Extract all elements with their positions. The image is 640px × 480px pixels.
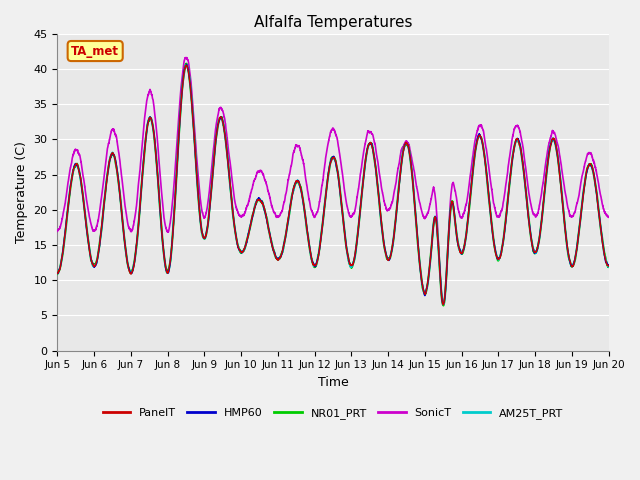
AM25T_PRT [54, 271, 61, 276]
PanelT [183, 62, 191, 68]
SonicT [472, 132, 480, 138]
AM25T_PRT [605, 264, 612, 269]
PanelT [241, 245, 248, 251]
SonicT [439, 302, 447, 308]
AM25T_PRT [457, 250, 465, 256]
NR01_PRT [575, 229, 582, 235]
Title: Alfalfa Temperatures: Alfalfa Temperatures [254, 15, 412, 30]
AM25T_PRT [440, 301, 447, 307]
HMP60 [582, 175, 589, 180]
HMP60 [241, 245, 248, 251]
HMP60 [440, 301, 447, 307]
Text: TA_met: TA_met [71, 45, 119, 58]
Y-axis label: Temperature (C): Temperature (C) [15, 141, 28, 243]
X-axis label: Time: Time [317, 376, 348, 389]
SonicT [182, 55, 190, 60]
HMP60 [605, 263, 612, 268]
HMP60 [457, 249, 465, 254]
PanelT [457, 250, 465, 256]
NR01_PRT [440, 302, 447, 308]
SonicT [241, 210, 248, 216]
PanelT [440, 302, 447, 308]
PanelT [54, 271, 61, 276]
SonicT [575, 193, 582, 199]
NR01_PRT [182, 61, 190, 67]
AM25T_PRT [472, 144, 480, 149]
HMP60 [182, 61, 190, 67]
Line: PanelT: PanelT [58, 65, 609, 305]
SonicT [457, 214, 465, 220]
Line: AM25T_PRT: AM25T_PRT [58, 65, 609, 304]
Line: HMP60: HMP60 [58, 64, 609, 304]
PanelT [575, 229, 582, 235]
SonicT [314, 205, 322, 211]
AM25T_PRT [582, 174, 589, 180]
AM25T_PRT [241, 245, 248, 251]
Line: NR01_PRT: NR01_PRT [58, 64, 609, 305]
AM25T_PRT [575, 229, 582, 235]
NR01_PRT [54, 271, 61, 277]
HMP60 [54, 270, 61, 276]
SonicT [605, 215, 612, 220]
SonicT [582, 158, 589, 164]
Line: SonicT: SonicT [58, 58, 609, 305]
NR01_PRT [457, 248, 465, 254]
NR01_PRT [314, 252, 322, 258]
PanelT [472, 143, 480, 149]
NR01_PRT [582, 174, 589, 180]
PanelT [314, 253, 322, 259]
NR01_PRT [472, 144, 480, 149]
AM25T_PRT [183, 62, 191, 68]
AM25T_PRT [314, 253, 322, 259]
SonicT [54, 228, 61, 234]
HMP60 [314, 253, 322, 259]
NR01_PRT [605, 264, 612, 270]
HMP60 [472, 143, 480, 149]
PanelT [605, 263, 612, 269]
HMP60 [575, 229, 582, 235]
Legend: PanelT, HMP60, NR01_PRT, SonicT, AM25T_PRT: PanelT, HMP60, NR01_PRT, SonicT, AM25T_P… [98, 404, 568, 423]
NR01_PRT [241, 246, 248, 252]
PanelT [582, 174, 589, 180]
